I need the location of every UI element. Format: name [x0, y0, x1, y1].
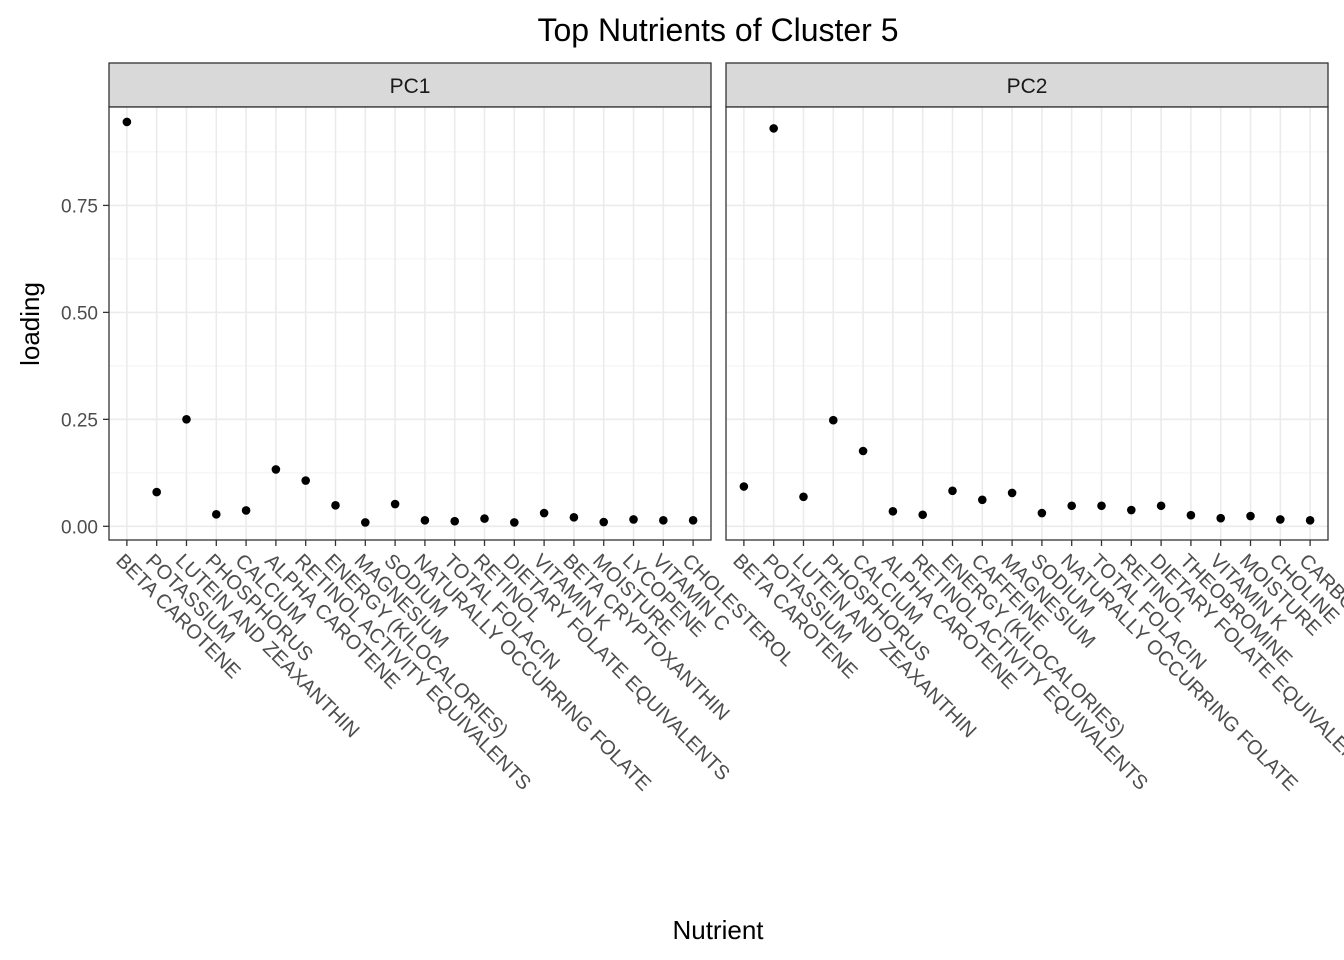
- data-point: [1067, 501, 1077, 511]
- data-point: [739, 482, 749, 491]
- data-point: [152, 487, 161, 497]
- data-point: [569, 513, 579, 522]
- data-point: [390, 499, 400, 509]
- panel-border: [108, 106, 712, 541]
- facet-strip-label: PC1: [390, 75, 431, 98]
- data-point: [1186, 510, 1196, 520]
- data-point: [182, 415, 191, 424]
- panel-border: [725, 106, 1329, 541]
- data-point: [918, 510, 927, 520]
- data-point: [331, 501, 340, 510]
- x-axis-title: Nutrient: [672, 915, 764, 945]
- data-point: [799, 492, 808, 502]
- data-point: [659, 516, 668, 525]
- data-point: [1216, 513, 1226, 523]
- data-point: [539, 508, 549, 518]
- data-point: [360, 518, 370, 527]
- data-point: [888, 507, 898, 516]
- panel-background: [726, 107, 1328, 540]
- facet-strip-label: PC2: [1007, 75, 1048, 98]
- data-point: [948, 486, 957, 496]
- data-point: [599, 517, 609, 527]
- y-tick-label: 0.75: [61, 196, 98, 217]
- data-point: [122, 117, 132, 127]
- y-tick-label: 0.25: [61, 410, 98, 431]
- data-point: [420, 516, 430, 525]
- data-point: [629, 515, 638, 524]
- facet-strip: [725, 62, 1329, 108]
- panel-background: [109, 107, 711, 540]
- data-point: [450, 516, 460, 526]
- data-point: [1305, 516, 1315, 525]
- data-point: [688, 516, 698, 525]
- data-point: [1246, 511, 1255, 521]
- data-point: [271, 465, 281, 474]
- data-point: [1127, 505, 1136, 515]
- data-point: [510, 518, 519, 527]
- data-point: [1276, 515, 1285, 524]
- y-axis-title: loading: [15, 282, 45, 366]
- data-point: [858, 446, 868, 456]
- data-point: [769, 124, 778, 133]
- data-point: [241, 506, 251, 515]
- y-tick-label: 0.50: [61, 303, 98, 324]
- data-point: [828, 415, 838, 425]
- data-point: [1156, 501, 1166, 511]
- data-point: [1007, 488, 1017, 498]
- data-point: [1037, 508, 1047, 518]
- facet-strip: [108, 62, 712, 108]
- chart-title: Top Nutrients of Cluster 5: [537, 12, 898, 48]
- data-point: [211, 510, 221, 519]
- data-point: [301, 476, 310, 485]
- data-point: [1097, 501, 1106, 511]
- y-tick-label: 0.00: [61, 517, 98, 538]
- data-point: [480, 514, 489, 523]
- data-point: [977, 495, 987, 505]
